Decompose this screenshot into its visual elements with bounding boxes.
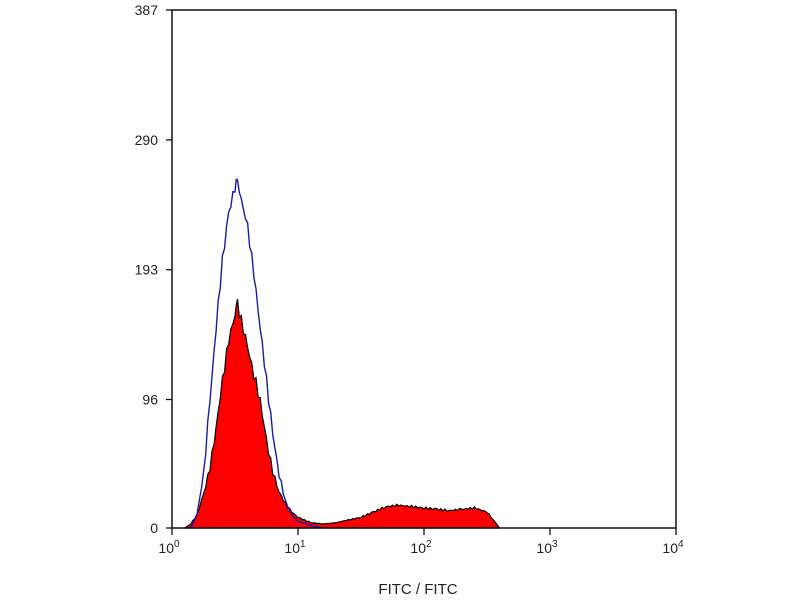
histogram-filled-series [182, 298, 501, 529]
series-layer [182, 178, 501, 529]
y-tick-label: 290 [135, 132, 159, 148]
x-tick-label: 103 [536, 539, 558, 556]
y-tick-label: 387 [135, 2, 159, 18]
x-tick-label: 102 [410, 539, 432, 556]
x-tick-label: 101 [284, 539, 306, 556]
y-tick-label: 96 [142, 392, 158, 408]
x-tick-label: 104 [662, 539, 684, 556]
ticks: 100 101 102 103 104 0 96 193 290 387 [135, 2, 684, 556]
y-tick-label: 0 [150, 520, 158, 536]
x-axis-title: FITC / FITC [378, 581, 457, 598]
x-tick-label: 100 [158, 539, 180, 556]
y-tick-label: 193 [135, 262, 159, 278]
histogram-outline-series [190, 178, 324, 529]
